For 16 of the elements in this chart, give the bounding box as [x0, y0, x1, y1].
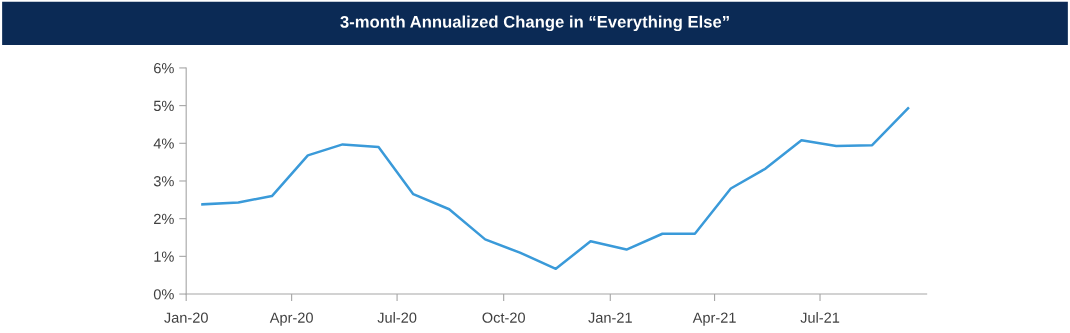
y-tick-label: 2% [154, 213, 174, 225]
x-tick-label: Jul-21 [800, 312, 840, 323]
y-tick-label: 1% [154, 251, 174, 262]
y-tick-label: 5% [153, 100, 174, 112]
x-tick-label: Apr-20 [269, 312, 313, 326]
y-tick-label: 3% [153, 176, 174, 187]
y-tick-label: 0% [153, 289, 174, 300]
y-tick-label: 4% [153, 138, 174, 149]
x-tick-label: Jan-21 [588, 312, 632, 323]
x-tick-label: Jan-20 [164, 312, 208, 323]
x-tick-label: Apr-21 [692, 312, 736, 326]
x-tick-label: Oct-20 [482, 312, 525, 323]
chart-title: 3-month Annualized Change in “Everything Else” [340, 15, 729, 32]
line-series [201, 107, 910, 271]
y-tick-label: 6% [154, 63, 174, 74]
x-tick-label: Jul-20 [377, 312, 417, 323]
